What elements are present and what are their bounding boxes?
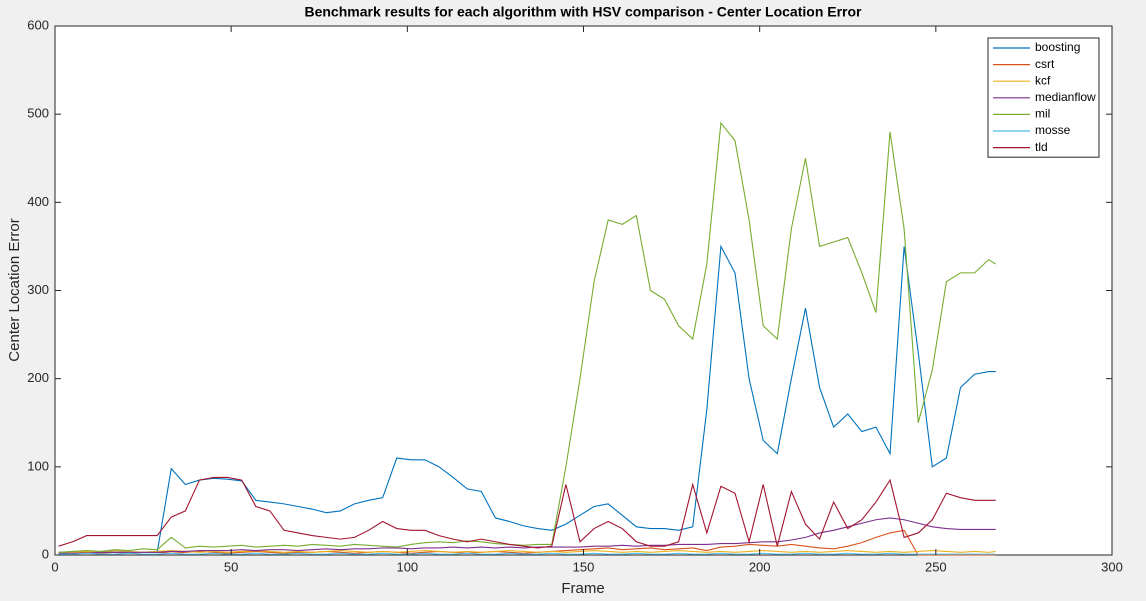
legend-box xyxy=(987,37,1100,158)
series-line xyxy=(58,552,996,555)
x-tick-label: 150 xyxy=(573,559,595,574)
series-line xyxy=(58,476,996,549)
series-line xyxy=(58,550,996,554)
legend-label: medianflow xyxy=(1035,90,1096,104)
series-line xyxy=(58,244,996,553)
legend-label: tld xyxy=(1035,140,1048,154)
legend-label: boosting xyxy=(1035,40,1080,54)
x-axis-label: Frame xyxy=(561,580,604,597)
series-line xyxy=(58,121,997,553)
y-tick-label: 500 xyxy=(27,106,49,121)
legend-label: mosse xyxy=(1035,123,1071,137)
y-axis-label: Center Location Error xyxy=(6,218,23,361)
plot-lines xyxy=(58,121,997,556)
x-tick-label: 200 xyxy=(749,559,771,574)
x-tick-label: 50 xyxy=(224,559,238,574)
plot-area xyxy=(54,25,1113,556)
y-tick-label: 200 xyxy=(27,370,49,385)
y-tick-label: 300 xyxy=(27,282,49,297)
series-line xyxy=(58,529,996,556)
x-tick-label: 100 xyxy=(396,559,418,574)
y-tick-label: 0 xyxy=(42,546,49,561)
legend-label: kcf xyxy=(1035,73,1051,87)
y-tick-label: 100 xyxy=(27,458,49,473)
x-tick-label: 250 xyxy=(925,559,947,574)
x-tick-label: 0 xyxy=(51,559,58,574)
legend-label: csrt xyxy=(1035,57,1055,71)
chart-title: Benchmark results for each algorithm wit… xyxy=(304,4,862,20)
legend: boosting csrt kcf medianflow mil mosse tld xyxy=(987,37,1100,158)
y-tick-label: 600 xyxy=(27,17,49,32)
y-tick-label: 400 xyxy=(27,194,49,209)
x-tick-label: 300 xyxy=(1101,559,1123,574)
legend-label: mil xyxy=(1035,107,1050,121)
